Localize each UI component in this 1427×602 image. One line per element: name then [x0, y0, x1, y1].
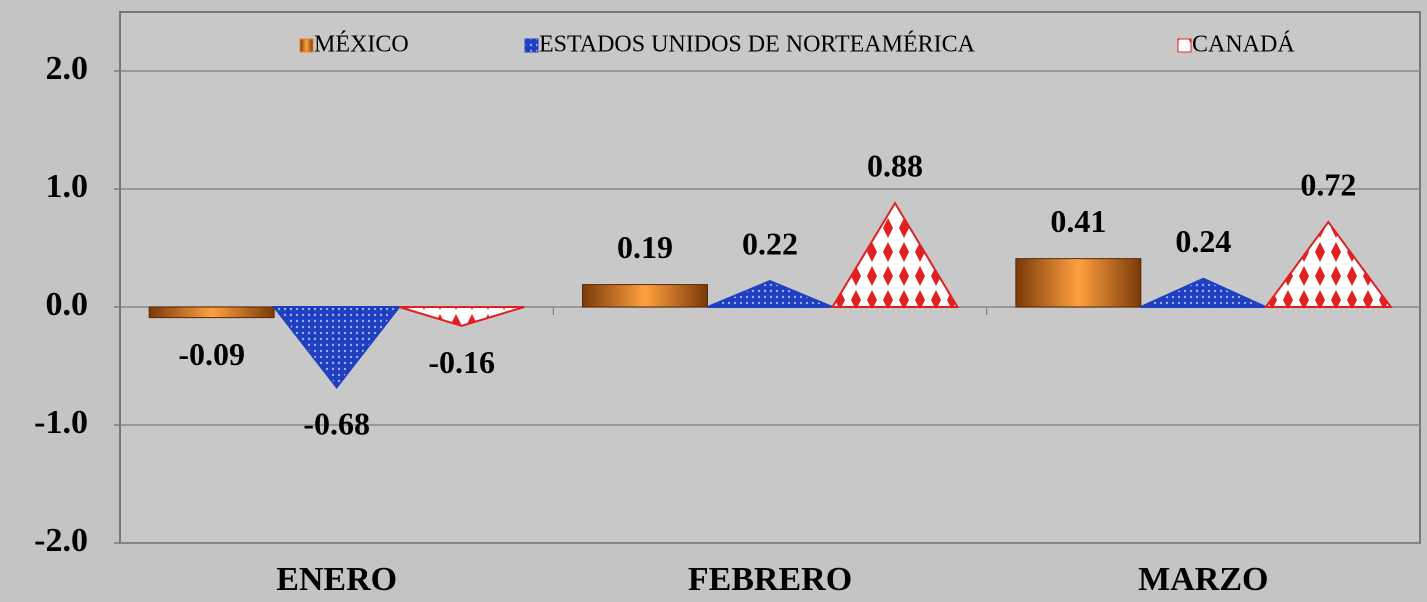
y-tick-label: 0.0	[46, 286, 89, 323]
value-label: 0.41	[1050, 203, 1106, 239]
y-tick-label: -2.0	[34, 522, 88, 559]
plot-area	[119, 11, 1421, 544]
value-label: 0.24	[1175, 223, 1231, 259]
x-tick-label: FEBRERO	[688, 561, 852, 598]
triangle-bar	[1140, 277, 1267, 308]
bar	[1015, 258, 1142, 308]
bar	[582, 284, 708, 308]
legend-label: MÉXICO	[314, 32, 409, 58]
x-tick-label: MARZO	[1138, 561, 1268, 598]
value-label: 0.19	[617, 229, 673, 265]
value-label: -0.09	[178, 336, 245, 372]
legend-marker	[299, 38, 314, 53]
value-label: -0.68	[303, 406, 370, 442]
y-tick-label: 2.0	[46, 50, 89, 87]
value-label: -0.16	[428, 344, 495, 380]
triangle-bar	[830, 201, 960, 308]
y-tick-label: 1.0	[46, 168, 89, 205]
triangle-bar	[398, 306, 525, 327]
triangle-bar	[272, 306, 402, 389]
value-label: 0.22	[742, 225, 798, 261]
triangle-bar	[707, 279, 833, 308]
y-tick-label: -1.0	[34, 404, 88, 441]
value-label: 0.88	[867, 148, 923, 184]
triangle-bar	[1263, 220, 1393, 308]
bar	[148, 306, 275, 319]
legend-label: CANADÁ	[1192, 32, 1295, 58]
legend-marker	[1177, 38, 1192, 53]
legend-marker	[524, 38, 539, 53]
x-tick-label: ENERO	[276, 561, 397, 598]
value-label: 0.72	[1300, 166, 1356, 202]
legend-label: ESTADOS UNIDOS DE NORTEAMÉRICA	[539, 32, 976, 58]
